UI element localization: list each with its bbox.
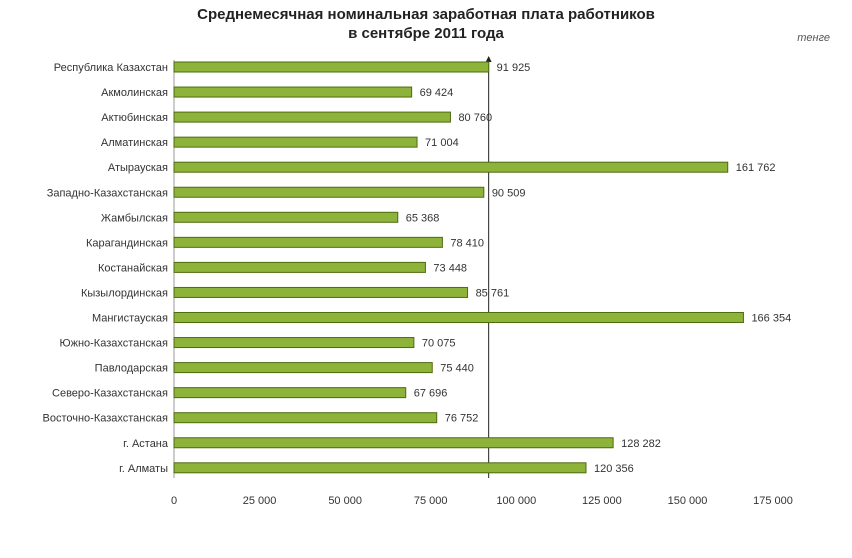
x-tick-label: 75 000: [414, 495, 448, 507]
x-tick-label: 100 000: [496, 495, 536, 507]
unit-label: тенге: [797, 32, 830, 44]
category-label: Западно-Казахстанская: [47, 187, 168, 199]
bar: [173, 161, 729, 173]
bar: [173, 312, 744, 323]
bar: [173, 412, 438, 424]
value-label: 65 368: [406, 212, 440, 224]
bar: [173, 286, 469, 298]
bar: [173, 462, 587, 474]
category-label: Акмолинская: [101, 87, 168, 99]
category-label: г. Астана: [123, 438, 169, 450]
value-label: 75 440: [440, 363, 474, 375]
x-tick-label: 50 000: [328, 495, 362, 507]
x-tick-label: 125 000: [582, 495, 622, 507]
category-label: Мангистауская: [92, 313, 168, 325]
value-label: 73 448: [433, 262, 467, 274]
value-label: 120 356: [594, 463, 634, 475]
x-tick-label: 175 000: [753, 495, 793, 507]
bar: [173, 387, 407, 399]
category-label: Кызылординская: [81, 287, 168, 299]
bar: [173, 61, 490, 73]
category-label: Жамбылская: [101, 212, 168, 224]
value-label: 85 761: [476, 287, 510, 299]
bar: [173, 136, 418, 148]
bar: [173, 86, 413, 98]
x-tick-label: 25 000: [243, 495, 277, 507]
bar: [173, 261, 426, 273]
chart-subtitle: в сентябре 2011 года: [348, 25, 504, 42]
reference-arrow: [485, 56, 492, 62]
category-label: Южно-Казахстанская: [59, 338, 168, 350]
value-label: 69 424: [420, 87, 454, 99]
value-label: 90 509: [492, 187, 526, 199]
value-label: 70 075: [422, 338, 456, 350]
value-label: 128 282: [621, 438, 661, 450]
category-label: Карагандинская: [86, 237, 168, 249]
chart-title: Среднемесячная номинальная заработная пл…: [197, 6, 655, 23]
value-label: 91 925: [497, 62, 531, 74]
category-label: Северо-Казахстанская: [52, 388, 168, 400]
bar: [173, 236, 443, 248]
value-label: 76 752: [445, 413, 479, 425]
bar: [173, 186, 485, 198]
bar: [173, 362, 433, 374]
x-tick-label: 150 000: [668, 495, 708, 507]
bar: [173, 111, 451, 123]
value-label: 67 696: [414, 388, 448, 400]
value-label: 71 004: [425, 137, 459, 149]
bar: [173, 337, 415, 349]
category-label: г. Алматы: [119, 463, 168, 475]
x-tick-label: 0: [171, 495, 177, 507]
value-label: 78 410: [450, 237, 484, 249]
category-label: Атырауская: [108, 162, 168, 174]
value-label: 80 760: [458, 112, 492, 124]
category-label: Актюбинская: [101, 112, 168, 124]
bar: [173, 437, 614, 449]
category-label: Костанайская: [98, 262, 168, 274]
category-label: Восточно-Казахстанская: [42, 413, 168, 425]
category-label: Республика Казахстан: [54, 62, 168, 74]
value-label: 166 354: [751, 313, 791, 325]
category-label: Алматинская: [101, 137, 168, 149]
bar: [173, 211, 399, 223]
value-label: 161 762: [736, 162, 776, 174]
category-label: Павлодарская: [95, 363, 168, 375]
